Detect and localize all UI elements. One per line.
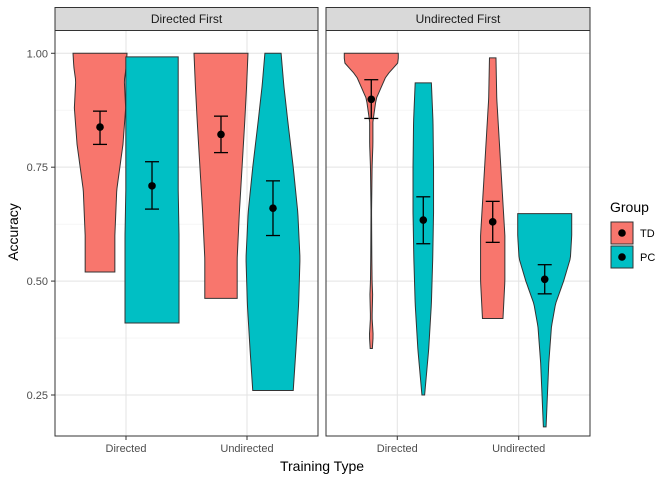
mean-point: [367, 95, 376, 104]
panel-undirected-first: [325, 30, 591, 437]
violin-directed-td: [343, 52, 399, 350]
y-tick-label: 0.75: [27, 162, 48, 174]
facet-title-directed-first: Directed First: [151, 12, 223, 26]
mean-point: [419, 216, 428, 224]
x-tick-label: Directed: [377, 443, 418, 455]
mean-point: [488, 218, 497, 226]
violin-directed-td: [72, 52, 128, 273]
legend-key-point: [618, 253, 626, 261]
x-tick-label: Directed: [106, 443, 147, 455]
x-axis: Directed Undirected Directed Undirected: [106, 436, 545, 455]
panel-directed-first: [54, 30, 319, 437]
mean-point: [217, 130, 225, 139]
legend-label-pc: PC: [640, 252, 655, 264]
mean-point: [148, 182, 156, 190]
x-tick-label: Undirected: [492, 443, 545, 455]
x-tick-label: Undirected: [220, 443, 273, 455]
facet-directed-first: Directed First: [54, 7, 319, 437]
legend-title: Group: [610, 199, 649, 215]
legend-label-td: TD: [640, 228, 655, 240]
y-axis-title: Accuracy: [5, 203, 21, 261]
y-tick-label: 0.50: [27, 276, 48, 288]
legend: Group TD PC: [610, 199, 655, 269]
panel-border: [325, 30, 591, 437]
mean-point: [269, 204, 277, 212]
mean-point: [540, 275, 549, 284]
violin-undirected-td: [480, 57, 506, 319]
mean-point: [96, 123, 104, 131]
facet-undirected-first: Undirected First: [325, 7, 591, 437]
y-axis: 0.25 0.50 0.75 1.00: [27, 48, 55, 402]
violin-undirected-pc: [517, 213, 573, 428]
panel-border: [54, 30, 319, 437]
legend-items: TD PC: [610, 221, 655, 269]
facet-title-undirected-first: Undirected First: [416, 12, 501, 26]
y-tick-label: 1.00: [27, 48, 48, 60]
violin-undirected-td: [193, 52, 249, 299]
x-axis-title: Training Type: [280, 458, 364, 474]
legend-key-point: [618, 229, 626, 237]
y-tick-label: 0.25: [27, 390, 48, 402]
